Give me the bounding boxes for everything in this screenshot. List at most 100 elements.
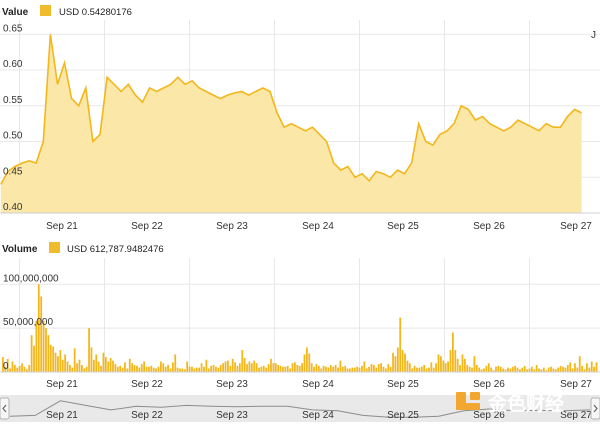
volume-bar	[186, 361, 189, 372]
volume-bar	[313, 366, 315, 372]
volume-bar	[162, 363, 165, 372]
volume-bar	[337, 367, 339, 372]
volume-bar	[102, 352, 105, 372]
volume-bar	[64, 354, 67, 372]
volume-bar	[284, 366, 287, 372]
volume-x-tick-label: Sep 24	[302, 379, 334, 390]
volume-bar	[286, 365, 289, 372]
volume-legend-swatch[interactable]	[49, 242, 60, 253]
navigator-right-handle-box[interactable]	[590, 397, 600, 420]
volume-bar	[224, 361, 227, 372]
volume-bar	[380, 363, 382, 372]
navigator-left-handle[interactable]	[0, 397, 10, 420]
volume-bar	[399, 317, 402, 372]
volume-bar	[227, 360, 229, 372]
volume-bar	[435, 363, 438, 372]
volume-bar	[451, 332, 454, 372]
volume-bar	[282, 366, 284, 372]
volume-bar	[344, 365, 347, 372]
volume-bar	[444, 363, 447, 372]
volume-bar	[339, 360, 342, 372]
volume-bar	[66, 361, 69, 372]
volume-bar	[205, 359, 208, 372]
volume-bar	[562, 366, 564, 372]
volume-bar	[155, 368, 157, 372]
range-navigator[interactable]: Sep 21 Sep 22 Sep 23 Sep 24 Sep 25 Sep 26 Sep …	[0, 395, 600, 422]
value-chart: 0.400.450.500.550.600.65 Sep 21 Sep 22 Sep…	[0, 5, 600, 232]
volume-bar	[545, 370, 548, 372]
volume-bar	[478, 367, 481, 372]
volume-bar	[198, 367, 201, 372]
volume-bar	[552, 368, 555, 372]
volume-bar	[581, 365, 584, 372]
value-legend-label: USD 0.54280176	[59, 7, 132, 18]
volume-bar	[188, 366, 191, 372]
volume-bar	[370, 364, 373, 372]
volume-bar	[255, 363, 258, 372]
volume-bar	[322, 365, 325, 372]
volume-bar	[258, 367, 260, 372]
value-x-tick-label: Sep 24	[302, 221, 334, 232]
volume-bar	[157, 366, 160, 372]
volume-bar	[442, 360, 445, 372]
value-y-tick-label: 0.55	[3, 95, 23, 106]
volume-bar	[13, 364, 16, 372]
volume-bar	[375, 367, 378, 372]
volume-bar	[133, 364, 136, 372]
volume-bar	[308, 353, 311, 372]
watermark: 金色财经	[456, 392, 564, 415]
volume-bar	[468, 366, 471, 372]
volume-x-tick-label: Sep 26	[473, 379, 505, 390]
volume-bar	[126, 368, 129, 372]
volume-bar	[430, 362, 433, 372]
volume-bar	[229, 365, 232, 372]
volume-bar	[121, 367, 124, 372]
volume-bar	[502, 368, 505, 372]
volume-bar	[16, 367, 19, 372]
volume-bar	[449, 350, 452, 372]
volume-bar	[243, 357, 246, 372]
volume-bar	[40, 296, 43, 372]
value-x-tick-label: Sep 23	[216, 221, 248, 232]
volume-y-tick-label: 100,000,000	[3, 273, 59, 284]
volume-bar	[57, 356, 59, 372]
volume-bar	[298, 365, 301, 372]
volume-bar	[305, 347, 308, 372]
volume-bar	[480, 369, 483, 372]
navigator-right-handle[interactable]	[590, 397, 600, 420]
volume-bar	[140, 364, 143, 372]
volume-bar	[25, 369, 28, 372]
volume-bar	[408, 363, 411, 372]
volume-bar	[124, 362, 126, 372]
volume-bar	[61, 359, 64, 372]
volume-bar	[334, 364, 337, 372]
volume-bar	[485, 365, 488, 372]
volume-bar	[483, 368, 485, 372]
volume-bar	[289, 368, 292, 372]
volume-bar	[382, 366, 385, 372]
volume-bar	[571, 368, 574, 372]
volume-bar	[554, 369, 557, 372]
value-legend-swatch[interactable]	[40, 5, 51, 16]
value-x-tick-label: Sep 25	[387, 221, 419, 232]
watermark-text: 金色财经	[487, 392, 564, 415]
volume-bar	[45, 328, 47, 372]
navigator-left-handle-box[interactable]	[0, 397, 10, 420]
volume-bar	[21, 363, 23, 372]
volume-bar	[100, 365, 102, 372]
volume-bar	[2, 357, 4, 372]
volume-bar	[325, 366, 327, 372]
volume-bar	[238, 363, 241, 372]
volume-bar	[11, 361, 14, 372]
logo-bar-bottom	[456, 403, 480, 410]
volume-bar	[432, 367, 435, 372]
volume-bar	[296, 364, 299, 372]
navigator-x-tick-label: Sep 27	[560, 410, 592, 421]
volume-bar	[114, 364, 117, 372]
volume-y-axis: 0 50,000,000 100,000,000	[3, 273, 59, 372]
volume-bar	[456, 358, 459, 372]
volume-bar	[368, 366, 371, 372]
value-y-tick-label: 0.60	[3, 59, 23, 70]
volume-bar	[274, 363, 277, 372]
volume-bar	[219, 364, 222, 372]
